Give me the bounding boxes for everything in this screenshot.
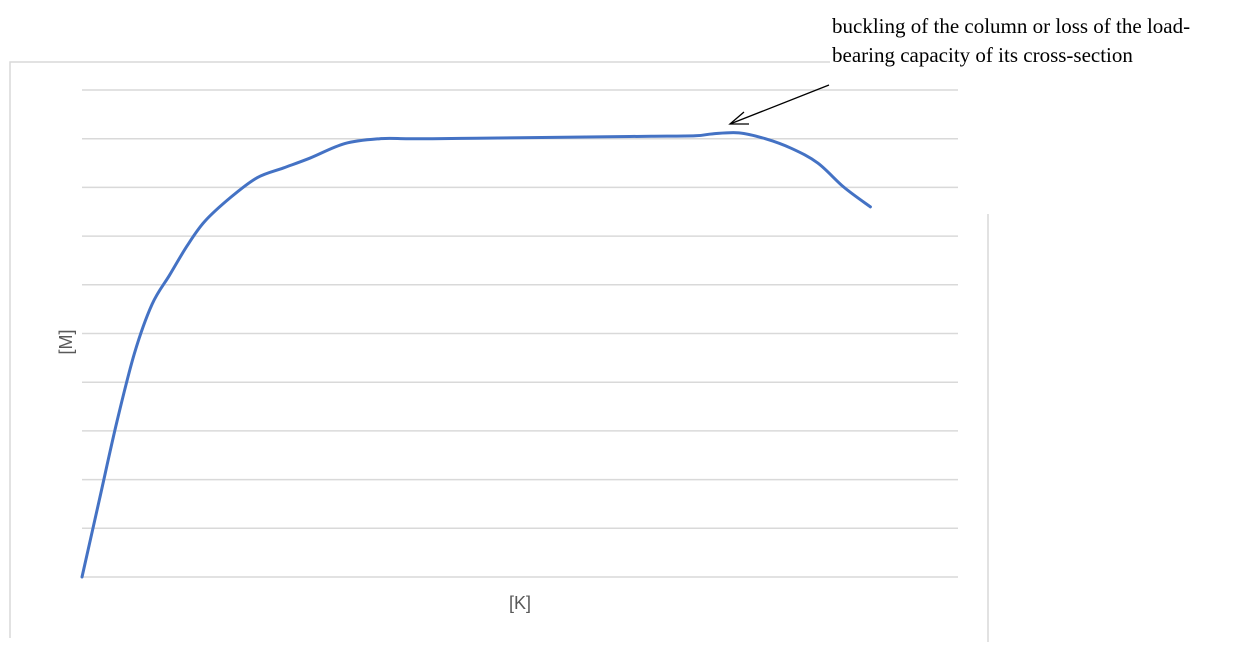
- y-axis-title: [M]: [56, 330, 76, 355]
- chart-frame: [9, 61, 989, 642]
- x-axis-title: [K]: [509, 593, 531, 613]
- y-gridlines: [82, 89, 958, 578]
- series-line: [80, 131, 872, 579]
- annotation-callout: buckling of the column or loss of the lo…: [832, 14, 1191, 67]
- callout-arrow: [728, 84, 830, 125]
